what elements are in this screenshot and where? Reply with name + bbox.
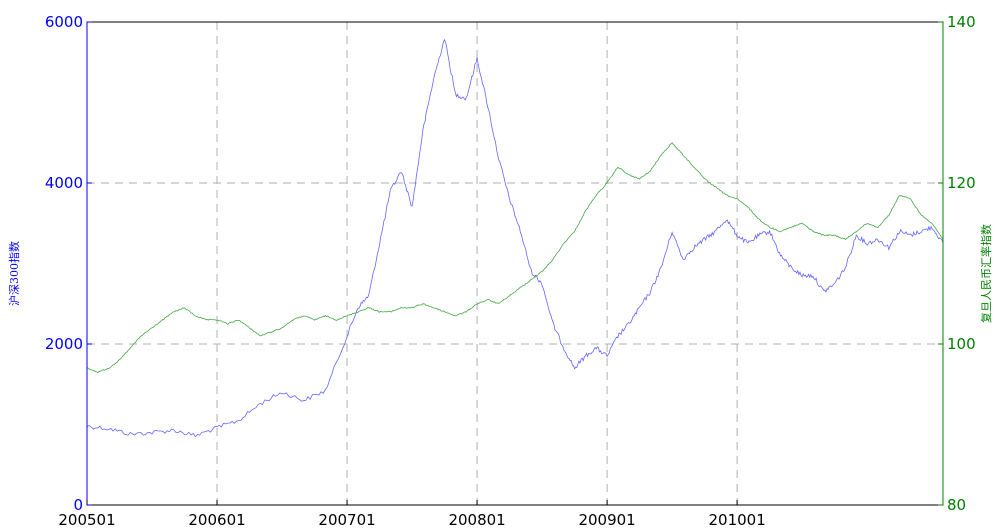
plot-frame: [86, 21, 944, 506]
series-line-right: [86, 142, 944, 374]
y-tick-label-left: 0: [73, 496, 83, 514]
y-tick-label-right: 120: [947, 174, 976, 192]
y-tick-label-left: 4000: [45, 174, 83, 192]
axis-ticks: 200501 200601 200701 200801 200901 201001 0 200…: [45, 13, 976, 529]
y-tick-label-left: 6000: [45, 13, 83, 31]
series-layer: [86, 38, 944, 438]
x-tick-label: 200801: [448, 511, 505, 529]
x-tick-label: 200601: [188, 511, 245, 529]
x-tick-label: 201001: [708, 511, 765, 529]
x-tick-label: 200901: [578, 511, 635, 529]
y-tick-label-right: 80: [947, 496, 966, 514]
series-line-left: [86, 38, 944, 438]
x-tick-label: 200701: [318, 511, 375, 529]
y-tick-label-right: 140: [947, 13, 976, 31]
y-axis-label-left: 沪深300指数: [7, 241, 21, 306]
y-axis-label-right: 复旦人民币汇率指数: [979, 224, 993, 323]
grid-lines: [87, 22, 943, 505]
y-tick-label-right: 100: [947, 335, 976, 353]
x-tick-label: 200501: [58, 511, 115, 529]
y-tick-label-left: 2000: [45, 335, 83, 353]
